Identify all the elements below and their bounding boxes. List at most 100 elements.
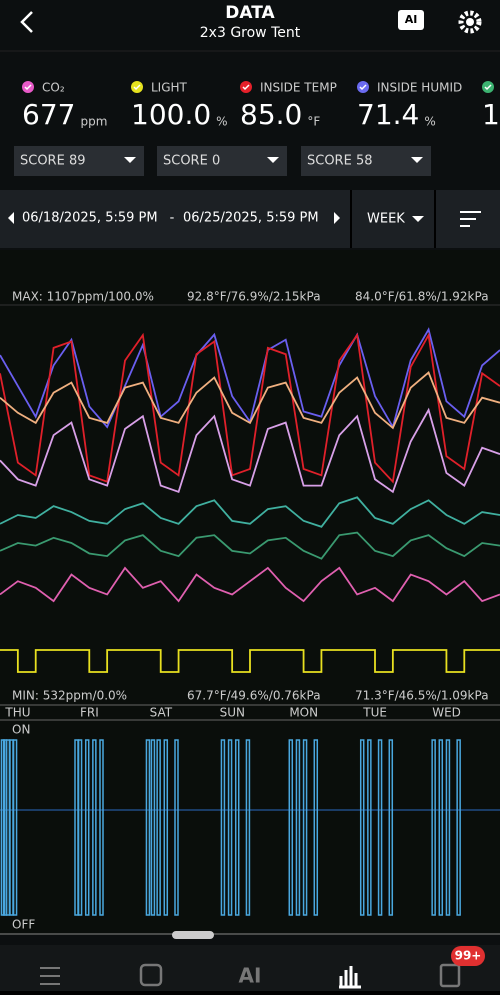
scrollbar-thumb[interactable] [172, 931, 214, 939]
sensor-check [359, 84, 367, 91]
switch-pulse [388, 739, 394, 916]
switch-pulse [92, 739, 97, 916]
ai-button[interactable] [398, 10, 424, 30]
max-label: 92.8°F/76.9%/2.15kPa [187, 290, 321, 304]
sensor-unit: % [216, 115, 227, 129]
sensor-label: INSIDE TEMP [260, 81, 337, 95]
dropdown-arrow [267, 157, 279, 163]
switch-pulse [245, 739, 251, 916]
sensor-value: 85.0 [240, 98, 302, 131]
switch-pulse [359, 739, 365, 916]
data-line [0, 531, 500, 560]
min-label: 67.7°F/49.6%/0.76kPa [187, 689, 321, 703]
sensor-value: 71.4 [357, 98, 419, 131]
ai-icon-text: AI [405, 13, 418, 26]
day-label: TUE [362, 706, 387, 720]
day-label: SAT [150, 706, 173, 720]
score-text: SCORE 0 [163, 154, 220, 169]
nav-data[interactable] [339, 966, 361, 989]
period-select[interactable]: WEEK [367, 212, 405, 227]
bottom-nav [0, 945, 500, 991]
score-dropdown[interactable] [157, 146, 287, 176]
switch-pulse [84, 739, 90, 916]
sensor-value: 677 [22, 98, 75, 131]
sensor-unit: °F [307, 115, 320, 129]
switch-pulse [156, 739, 161, 916]
sensor-unit: ppm [80, 115, 107, 129]
day-label: SUN [220, 706, 245, 720]
badge [451, 946, 485, 966]
data-line [0, 496, 500, 528]
switch-pulse [367, 739, 372, 916]
score-text: SCORE 58 [307, 154, 372, 169]
page-title: DATA [225, 3, 275, 23]
dropdown-arrow [411, 157, 423, 163]
switch-pulse [288, 739, 294, 916]
switch-pulse [234, 739, 240, 916]
switch-pulse [438, 739, 444, 916]
max-label: MAX: 1107ppm/100.0% [12, 290, 154, 304]
badge-text: 99+ [455, 949, 482, 963]
score-dropdown[interactable] [14, 146, 144, 176]
switch-pulse [220, 739, 226, 916]
sensor-value: 100.0 [131, 98, 211, 131]
switch-pulse [163, 739, 169, 916]
data-line [0, 649, 500, 673]
switch-pulse [150, 739, 156, 916]
data-line [0, 407, 500, 494]
switch-pulse [99, 739, 104, 916]
next-button[interactable] [334, 212, 340, 224]
data-line [0, 371, 500, 430]
dropdown-arrow [412, 216, 424, 222]
sensor-unit: % [424, 115, 435, 129]
nav-devices[interactable] [139, 963, 163, 987]
on-label: ON [12, 723, 30, 737]
switch-pulse [445, 739, 451, 916]
sensor-check [242, 84, 250, 91]
date-end: 06/25/2025, 5:59 PM [183, 211, 319, 226]
switch-pulse [313, 739, 319, 916]
nav-ai[interactable]: AI [239, 964, 262, 988]
sensor-label: INSIDE HUMID [377, 81, 462, 95]
data-line [0, 566, 500, 603]
sensor-check [484, 84, 492, 91]
switch-pulse [295, 739, 301, 916]
nav-log[interactable] [439, 963, 461, 988]
score-text: SCORE 89 [20, 154, 85, 169]
settings-icon [466, 18, 474, 26]
switch-pulse [77, 739, 83, 916]
sensor-label: CO₂ [42, 81, 65, 95]
day-label: THU [4, 706, 30, 720]
settings-button[interactable] [458, 10, 482, 34]
page-subtitle: 2x3 Grow Tent [200, 25, 301, 41]
date-separator: - [170, 211, 175, 226]
switch-pulse [302, 739, 308, 916]
day-label: MON [289, 706, 318, 720]
switch-pulse [227, 739, 233, 916]
day-label: WED [432, 706, 461, 720]
day-label: FRI [80, 706, 99, 720]
back-button[interactable] [20, 11, 33, 33]
sensor-check [24, 84, 32, 91]
switch-pulse [377, 739, 383, 916]
sensor-check [133, 84, 141, 91]
max-label: 84.0°F/61.8%/1.92kPa [355, 290, 489, 304]
dropdown-arrow [124, 157, 136, 163]
prev-button[interactable] [8, 212, 14, 224]
sort-button[interactable] [460, 211, 481, 227]
data-line [0, 332, 500, 484]
switch-pulse [456, 739, 461, 916]
switch-pulse [174, 739, 179, 916]
switch-pulse [12, 739, 18, 916]
date-start: 06/18/2025, 5:59 PM [22, 211, 158, 226]
sensor-value: 1. [482, 98, 500, 131]
min-label: 71.3°F/46.5%/1.09kPa [355, 689, 489, 703]
off-label: OFF [12, 918, 35, 932]
min-label: MIN: 532ppm/0.0% [12, 689, 127, 703]
switch-pulse [145, 739, 151, 916]
nav-controls[interactable] [40, 967, 60, 985]
sensor-label: LIGHT [151, 81, 188, 95]
score-dropdown[interactable] [301, 146, 431, 176]
switch-pulse [431, 739, 436, 916]
